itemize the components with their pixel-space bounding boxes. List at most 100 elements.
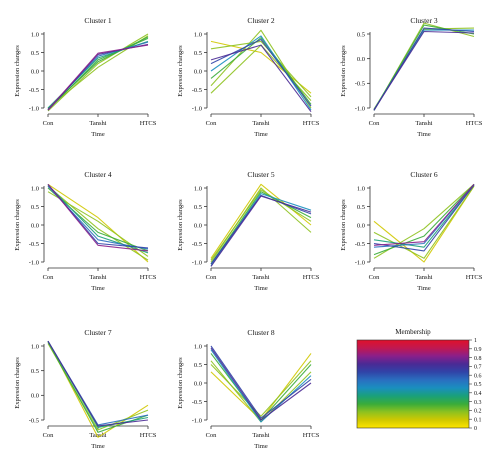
y-tick-label: -1.0 [29, 259, 39, 266]
y-tick-label: 1.0 [31, 343, 39, 350]
series-line [210, 35, 312, 111]
x-tick-label: Con [43, 274, 55, 281]
series-line [210, 187, 312, 263]
y-tick-label: -0.5 [29, 87, 39, 94]
y-axis-title: Expression changes [340, 199, 347, 251]
y-tick-label: 0.5 [194, 204, 202, 211]
x-tick-label: Tanshi [415, 274, 432, 281]
series-line [373, 24, 475, 111]
legend-tick-label: 0 [474, 426, 477, 432]
cluster-title: Cluster 8 [247, 328, 275, 337]
series-line [210, 40, 312, 94]
x-axis-title: Time [254, 443, 268, 450]
y-tick-label: 0.0 [194, 222, 202, 229]
cluster-title: Cluster 3 [410, 16, 438, 25]
series-line [373, 183, 475, 248]
y-axis-title: Expression changes [177, 199, 184, 251]
y-tick-label: 0.5 [357, 204, 365, 211]
series-line [373, 185, 475, 259]
x-tick-label: HTCS [140, 432, 157, 439]
series-line [47, 44, 149, 111]
x-tick-label: Con [206, 274, 218, 281]
series-line [47, 340, 149, 426]
y-tick-label: -0.5 [355, 241, 365, 248]
series-line [373, 30, 475, 111]
y-tick-label: 0.0 [194, 380, 202, 387]
series-line [373, 22, 475, 111]
y-tick-label: 0.5 [31, 50, 39, 57]
x-axis-title: Time [254, 131, 268, 138]
legend-title: Membership [395, 328, 431, 336]
x-tick-label: Tanshi [89, 432, 106, 439]
y-tick-label: -0.5 [192, 241, 202, 248]
x-axis-title: Time [254, 285, 268, 292]
y-tick-label: 1.0 [194, 343, 202, 350]
series-line [373, 185, 475, 263]
x-tick-label: HTCS [140, 274, 157, 281]
y-tick-label: -1.0 [355, 105, 365, 112]
legend-tick-label: 0.7 [474, 365, 482, 371]
y-tick-label: 0.5 [31, 368, 39, 375]
series-line [210, 37, 312, 105]
y-tick-label: -0.5 [355, 81, 365, 88]
cluster-title: Cluster 1 [84, 16, 112, 25]
y-tick-label: -1.0 [192, 417, 202, 424]
series-line [210, 44, 312, 113]
y-tick-label: 0.0 [357, 56, 365, 63]
x-tick-label: Tanshi [252, 274, 269, 281]
series-line [47, 33, 149, 112]
series-line [210, 195, 312, 267]
cluster-panel: Cluster 3 -1.0 -0.5 0.0 0.5 Con Tanshi HTCS Time… [340, 16, 483, 138]
series-line [47, 43, 149, 111]
y-axis-title: Expression changes [14, 199, 21, 251]
y-axis-title: Expression changes [340, 45, 347, 97]
x-tick-label: Tanshi [252, 120, 269, 127]
legend-tick-label: 0.2 [474, 409, 482, 415]
cluster-panel: Cluster 6 -1.0 -0.5 0.0 0.5 1.0 Con Tanshi HTCS T… [340, 170, 483, 292]
x-tick-label: Tanshi [89, 274, 106, 281]
cluster-panel: Cluster 8 -1.0 -0.5 0.0 0.5 1.0 Con Tanshi HTCS T… [177, 328, 320, 450]
x-tick-label: Tanshi [415, 120, 432, 127]
y-tick-label: 0.0 [31, 393, 39, 400]
series-line [373, 183, 475, 256]
x-tick-label: Con [369, 120, 381, 127]
x-tick-label: Con [43, 432, 55, 439]
x-tick-label: Con [206, 120, 218, 127]
y-tick-label: -0.5 [192, 87, 202, 94]
series-line [373, 27, 475, 111]
legend-tick-label: 0.1 [474, 417, 482, 423]
series-line [210, 345, 312, 419]
series-line [47, 343, 149, 431]
x-tick-label: Con [43, 120, 55, 127]
x-axis-title: Time [417, 285, 431, 292]
y-tick-label: -1.0 [355, 259, 365, 266]
series-line [47, 184, 149, 254]
y-tick-label: -1.0 [192, 105, 202, 112]
series-line [47, 340, 149, 427]
y-tick-label: 1.0 [31, 31, 39, 38]
series-line [373, 29, 474, 110]
y-tick-label: 1.0 [31, 185, 39, 192]
y-tick-label: -0.5 [29, 241, 39, 248]
cluster-title: Cluster 5 [247, 170, 275, 179]
membership-legend: Membership 1 0.9 0.8 0.7 0.6 0.5 0.4 0.3 0.2 0.1 0 [356, 328, 482, 432]
x-tick-label: HTCS [303, 432, 320, 439]
x-tick-label: Con [206, 432, 218, 439]
legend-tick-label: 0.4 [474, 391, 482, 397]
series-line [47, 37, 149, 111]
series-line [210, 347, 312, 421]
cluster-title: Cluster 7 [84, 328, 112, 337]
series-line [373, 27, 475, 110]
series-line [210, 191, 312, 265]
y-tick-label: 0.0 [194, 68, 202, 75]
y-tick-label: -0.5 [192, 399, 202, 406]
series-line [210, 189, 312, 261]
y-tick-label: -1.0 [29, 105, 39, 112]
y-tick-label: 0.5 [31, 204, 39, 211]
series-line [210, 193, 312, 267]
cluster-panel: Cluster 2 -1.0 -0.5 0.0 0.5 1.0 Con Tanshi HTCS T… [177, 16, 320, 138]
cluster-panel: Cluster 1 -1.0 -0.5 0.0 0.5 1.0 Con Tanshi HTCS T… [14, 16, 157, 138]
x-tick-label: HTCS [466, 274, 483, 281]
y-axis-title: Expression changes [177, 45, 184, 97]
y-tick-label: -1.0 [192, 259, 202, 266]
